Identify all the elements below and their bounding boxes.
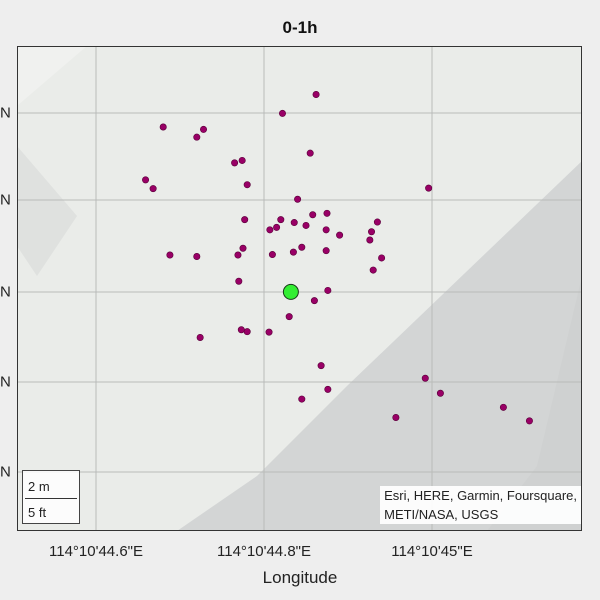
attribution-line-1: Esri, HERE, Garmin, Foursquare,: [384, 488, 577, 503]
data-point: [425, 184, 433, 192]
data-point: [273, 223, 281, 231]
data-point: [378, 254, 386, 262]
y-tick-label: N: [0, 373, 11, 391]
data-point: [336, 231, 344, 239]
data-point: [196, 333, 204, 341]
x-tick-label: 114°10'44.8"E: [217, 543, 311, 560]
data-point: [234, 251, 242, 259]
data-point: [306, 149, 314, 157]
data-point: [200, 125, 208, 133]
data-point: [322, 247, 330, 255]
data-point: [239, 244, 247, 252]
map-axes[interactable]: [17, 46, 582, 531]
data-point: [421, 374, 429, 382]
data-point: [193, 252, 201, 260]
center-point: [282, 283, 299, 300]
data-point: [290, 219, 298, 227]
scale-metric-line: [25, 498, 77, 499]
map-attribution: Esri, HERE, Garmin, Foursquare, METI/NAS…: [380, 486, 581, 524]
data-points: [142, 90, 533, 425]
data-point: [302, 221, 310, 229]
data-point: [235, 277, 243, 285]
data-point: [324, 286, 332, 294]
y-tick-label: N: [0, 463, 11, 481]
data-point: [323, 209, 331, 217]
data-point: [366, 236, 374, 244]
data-point: [499, 403, 507, 411]
data-point: [237, 326, 245, 334]
chart-title: 0-1h: [282, 18, 318, 37]
attribution-line-2: METI/NASA, USGS: [384, 507, 499, 522]
data-point: [266, 226, 274, 234]
x-tick-label: 114°10'45"E: [391, 543, 473, 560]
scale-bar: 2 m 5 ft: [22, 470, 80, 524]
data-point: [373, 218, 381, 226]
data-point: [241, 216, 249, 224]
data-point: [525, 417, 533, 425]
data-point: [243, 181, 251, 189]
data-point: [278, 109, 286, 117]
data-point: [265, 328, 273, 336]
data-point: [309, 211, 317, 219]
data-point: [142, 176, 150, 184]
grid-lines: [17, 46, 582, 531]
data-point: [436, 389, 444, 397]
data-point: [268, 251, 276, 259]
scale-metric-label: 2 m: [28, 479, 50, 494]
y-tick-label: N: [0, 191, 11, 209]
data-point: [149, 185, 157, 193]
data-point: [298, 243, 306, 251]
data-point: [193, 133, 201, 141]
data-point: [322, 226, 330, 234]
data-point: [294, 195, 302, 203]
basemap: [17, 46, 582, 531]
x-tick-label: 114°10'44.6"E: [49, 543, 143, 560]
y-tick-label: N: [0, 104, 11, 122]
data-point: [166, 251, 174, 259]
data-point: [368, 228, 376, 236]
data-point: [310, 297, 318, 305]
scale-imperial-label: 5 ft: [28, 505, 47, 520]
data-point: [324, 385, 332, 393]
data-point: [312, 90, 320, 98]
data-point: [243, 328, 251, 336]
data-point: [317, 362, 325, 370]
data-point: [298, 395, 306, 403]
data-point: [285, 313, 293, 321]
data-point: [159, 123, 167, 131]
data-point: [231, 159, 239, 167]
data-point: [238, 156, 246, 164]
x-axis-label: Longitude: [262, 568, 338, 587]
data-point: [392, 414, 400, 422]
data-point: [369, 266, 377, 274]
y-tick-label: N: [0, 283, 11, 301]
data-point: [277, 216, 285, 224]
data-point: [289, 248, 297, 256]
